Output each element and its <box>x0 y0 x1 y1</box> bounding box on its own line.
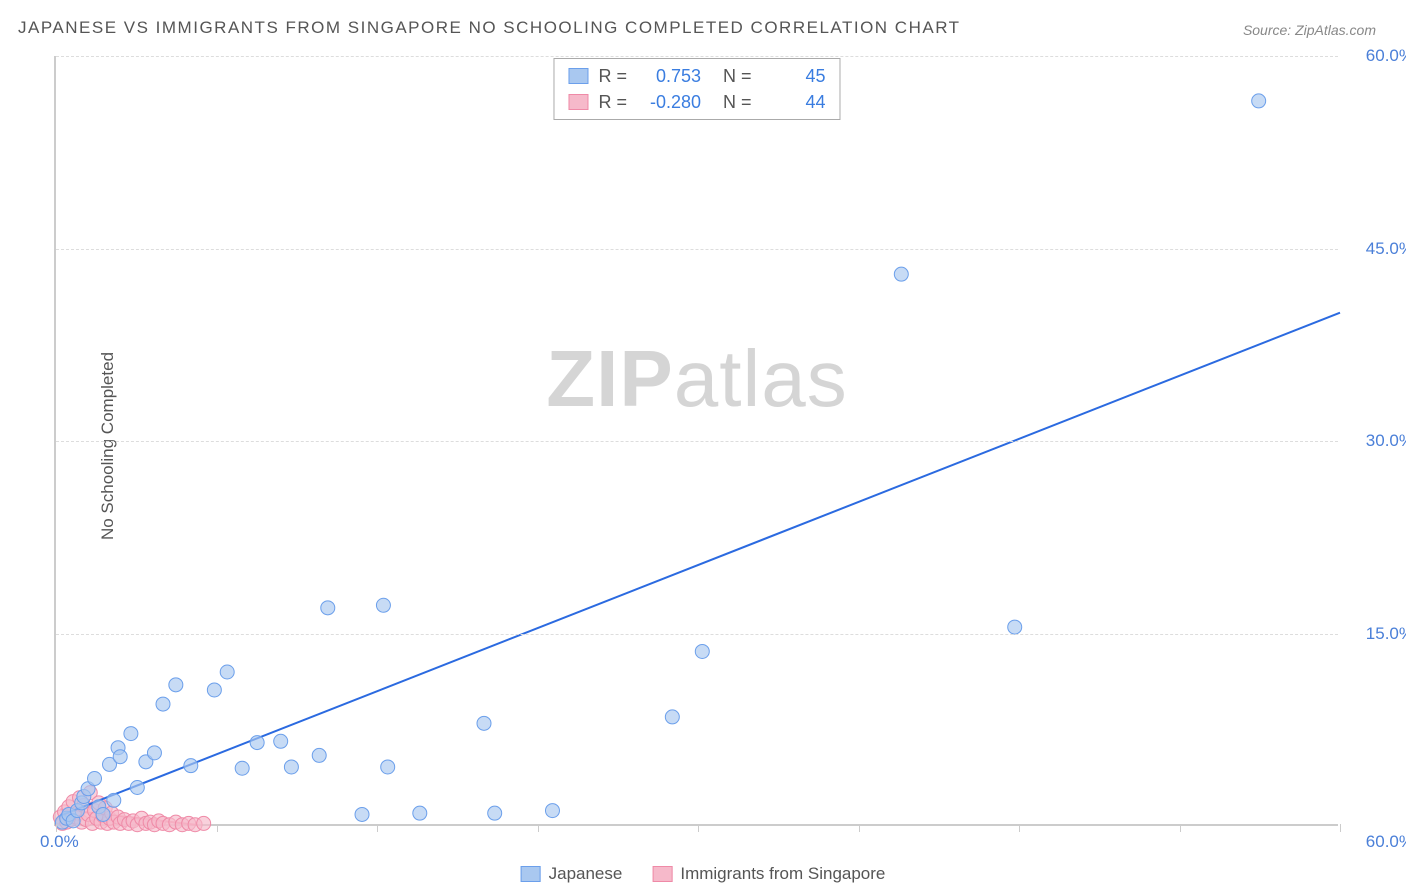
r-value-1: 0.753 <box>637 63 701 89</box>
n-label: N = <box>723 89 752 115</box>
y-tick-label: 60.0% <box>1366 46 1406 66</box>
legend-item-1: Japanese <box>521 864 623 884</box>
y-tick-label: 15.0% <box>1366 624 1406 644</box>
legend-label-1: Japanese <box>549 864 623 884</box>
r-label: R = <box>598 89 627 115</box>
stats-row-2: R = -0.280 N = 44 <box>568 89 825 115</box>
chart-area: ZIPatlas R = 0.753 N = 45 R = -0.280 N =… <box>54 56 1338 826</box>
swatch-series-1 <box>568 68 588 84</box>
legend-label-2: Immigrants from Singapore <box>680 864 885 884</box>
legend-item-2: Immigrants from Singapore <box>652 864 885 884</box>
n-value-1: 45 <box>762 63 826 89</box>
y-tick-label: 30.0% <box>1366 431 1406 451</box>
x-max-label: 60.0% <box>1366 832 1406 852</box>
legend-bottom: Japanese Immigrants from Singapore <box>521 864 886 884</box>
legend-swatch-2 <box>652 866 672 882</box>
stats-row-1: R = 0.753 N = 45 <box>568 63 825 89</box>
swatch-series-2 <box>568 94 588 110</box>
r-label: R = <box>598 63 627 89</box>
legend-swatch-1 <box>521 866 541 882</box>
scatter-plot-svg <box>56 56 1338 824</box>
stats-box: R = 0.753 N = 45 R = -0.280 N = 44 <box>553 58 840 120</box>
source-label: Source: ZipAtlas.com <box>1243 22 1376 38</box>
chart-title: JAPANESE VS IMMIGRANTS FROM SINGAPORE NO… <box>18 18 961 38</box>
n-label: N = <box>723 63 752 89</box>
x-min-label: 0.0% <box>40 832 79 852</box>
y-tick-label: 45.0% <box>1366 239 1406 259</box>
r-value-2: -0.280 <box>637 89 701 115</box>
n-value-2: 44 <box>762 89 826 115</box>
